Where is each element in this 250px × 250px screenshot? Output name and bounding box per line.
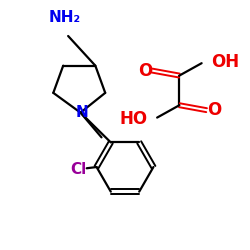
- Text: Cl: Cl: [70, 162, 86, 177]
- Text: N: N: [75, 105, 88, 120]
- Text: O: O: [138, 62, 152, 80]
- Text: O: O: [207, 101, 221, 119]
- Text: OH: OH: [211, 53, 239, 71]
- Text: HO: HO: [120, 110, 148, 128]
- Text: NH₂: NH₂: [48, 10, 80, 25]
